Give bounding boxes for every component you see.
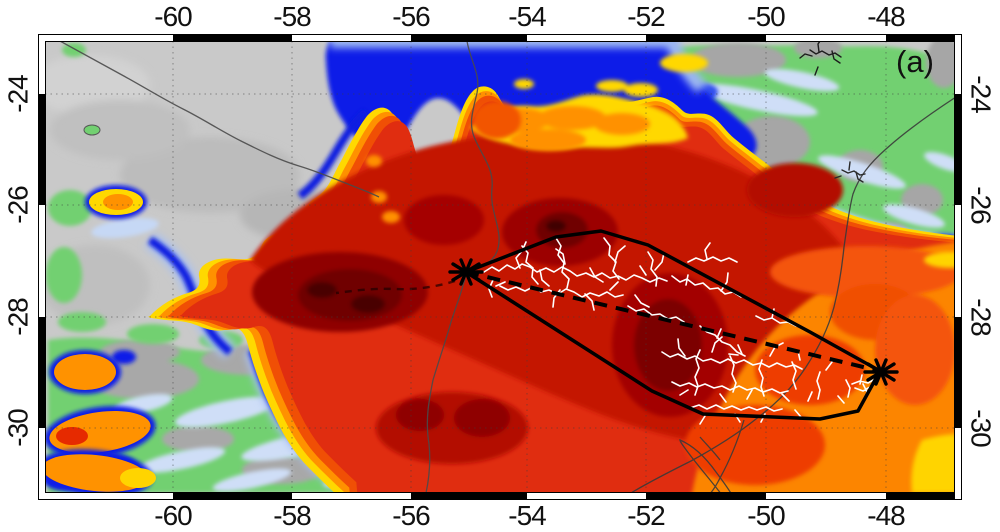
lat-tick-right-2-text: -28 <box>966 298 997 336</box>
frame-degree-bars <box>38 34 962 500</box>
lon-tick-top-6: -48 <box>867 1 905 32</box>
panel-label: (a) <box>896 44 934 79</box>
lat-tick-right-2: -28 <box>963 279 999 355</box>
country-borders <box>59 41 955 493</box>
lon-tick-bottom-1: -58 <box>273 500 311 531</box>
lightning-flashes <box>483 237 876 425</box>
lon-tick-bottom-5: -50 <box>747 500 785 531</box>
lon-tick-top-0: -60 <box>154 1 192 32</box>
lon-tick-bottom-6: -48 <box>867 500 905 531</box>
lat-tick-right-1-text: -26 <box>966 186 997 224</box>
lat-tick-right-0: -24 <box>963 56 999 132</box>
lat-tick-left-3-text: -30 <box>3 409 34 447</box>
lon-tick-bottom-3: -54 <box>508 500 546 531</box>
lon-tick-bottom-4: -52 <box>627 500 665 531</box>
dark-flash-traces <box>799 41 866 183</box>
lon-tick-top-1: -58 <box>273 1 311 32</box>
lon-tick-bottom-0: -60 <box>154 500 192 531</box>
coastline <box>630 96 955 493</box>
isolated-storm-cells-west <box>45 124 159 493</box>
lat-tick-left-1: -26 <box>1 167 37 243</box>
lon-tick-top-2: -56 <box>392 1 430 32</box>
lagoon-outline <box>679 419 745 493</box>
map-frame <box>38 34 962 500</box>
border-paraguay <box>59 41 380 198</box>
lat-tick-left-0-text: -24 <box>3 75 34 113</box>
lat-tick-right-3: -30 <box>963 390 999 466</box>
lat-tick-right-0-text: -24 <box>966 75 997 113</box>
lon-tick-top-4: -52 <box>627 1 665 32</box>
lon-tick-top-5: -50 <box>747 1 785 32</box>
lat-tick-right-1: -26 <box>963 167 999 243</box>
lat-tick-left-1-text: -26 <box>3 186 34 224</box>
lat-tick-left-3: -30 <box>1 390 37 466</box>
latlon-gridlines <box>45 41 955 493</box>
lat-tick-left-2: -28 <box>1 279 37 355</box>
lat-tick-left-2-text: -28 <box>3 298 34 336</box>
lon-tick-top-3: -54 <box>508 1 546 32</box>
border-inner-dashed <box>335 279 456 295</box>
lat-tick-left-0: -24 <box>1 56 37 132</box>
lat-tick-right-3-text: -30 <box>966 409 997 447</box>
lon-tick-bottom-2: -56 <box>392 500 430 531</box>
track-dashed-line <box>465 270 881 373</box>
